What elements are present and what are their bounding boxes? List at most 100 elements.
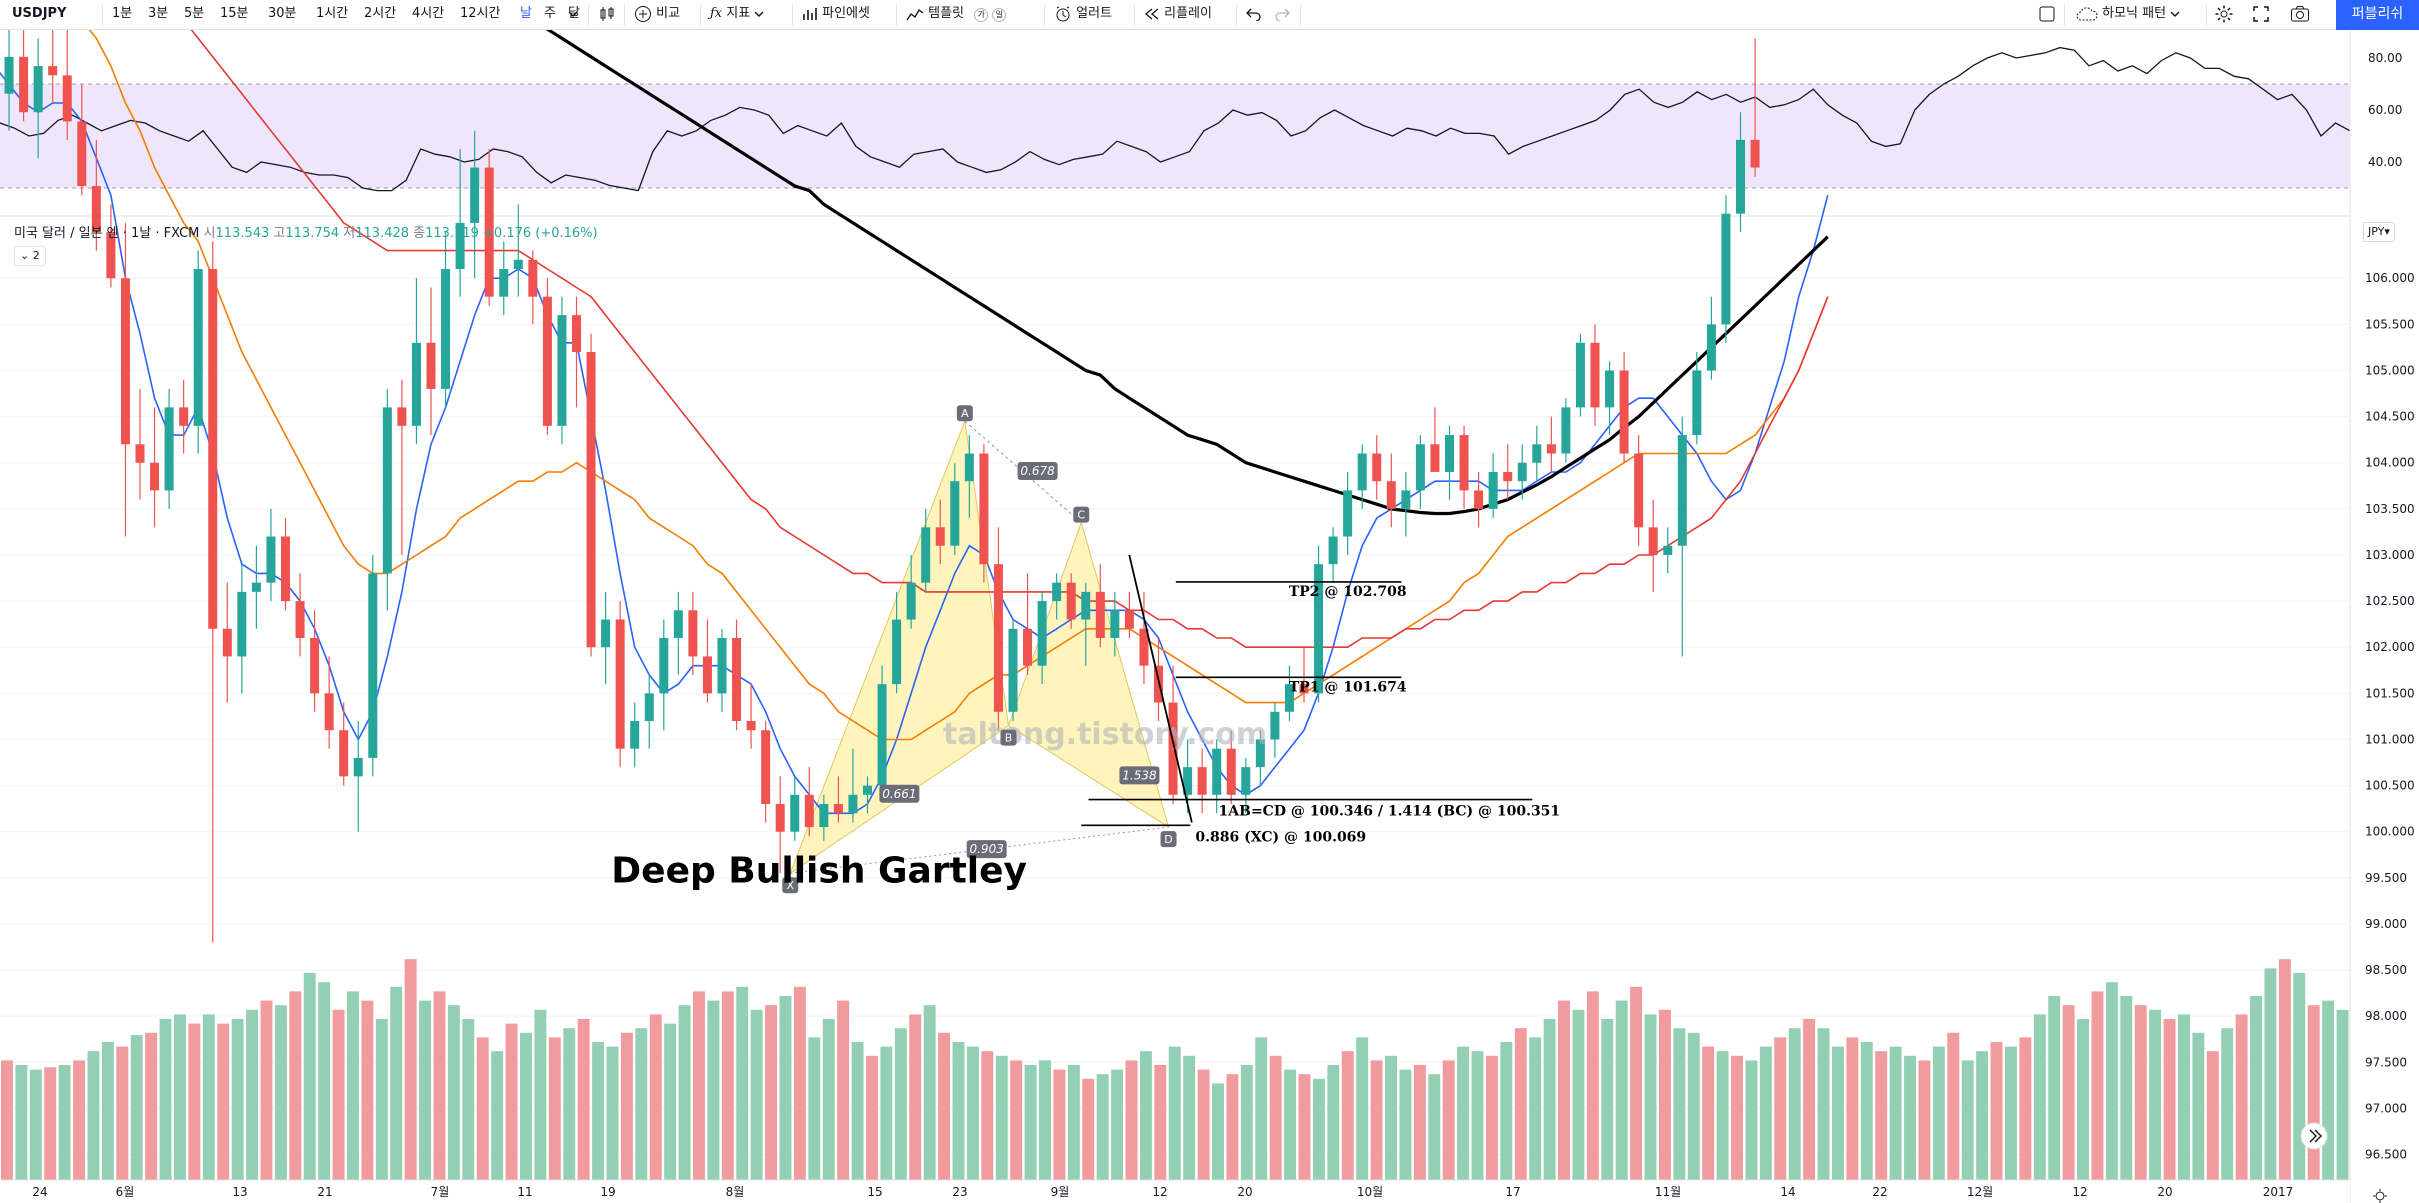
candle[interactable] bbox=[1619, 352, 1629, 463]
interval-tab[interactable]: 12시간 bbox=[460, 6, 501, 21]
candle[interactable] bbox=[993, 527, 1003, 731]
candle[interactable] bbox=[1023, 573, 1033, 675]
candle[interactable] bbox=[906, 554, 916, 629]
currency-selector[interactable]: JPY▾ bbox=[2363, 222, 2395, 242]
axis-settings-gear-icon[interactable] bbox=[2373, 1189, 2387, 1203]
candle[interactable] bbox=[77, 84, 87, 196]
candle[interactable] bbox=[1663, 527, 1673, 574]
candle[interactable] bbox=[1124, 591, 1134, 638]
candle[interactable] bbox=[833, 776, 843, 823]
interval-tab[interactable]: 달 bbox=[568, 6, 580, 21]
candle[interactable] bbox=[48, 30, 58, 103]
candle[interactable] bbox=[411, 278, 421, 445]
candle[interactable] bbox=[33, 38, 43, 159]
candle[interactable] bbox=[1110, 591, 1120, 657]
candle[interactable] bbox=[1314, 545, 1324, 703]
rsi-axis[interactable]: 80.00 60.00 40.00 bbox=[2368, 51, 2402, 169]
price-axis[interactable]: 106.000 105.500 105.000 104.500 104.000 103.5… bbox=[2365, 271, 2415, 1161]
candle[interactable] bbox=[1677, 416, 1687, 657]
candle[interactable] bbox=[295, 573, 305, 657]
candle[interactable] bbox=[1284, 665, 1294, 722]
interval-tab[interactable]: 4시간 bbox=[412, 6, 445, 21]
candle[interactable] bbox=[62, 30, 72, 140]
candle[interactable] bbox=[979, 444, 989, 583]
candle[interactable] bbox=[106, 204, 116, 288]
candle[interactable] bbox=[1270, 702, 1280, 758]
candle[interactable] bbox=[91, 139, 101, 251]
settings-button[interactable] bbox=[2214, 0, 2234, 30]
candle[interactable] bbox=[222, 582, 232, 703]
candle[interactable] bbox=[1343, 471, 1353, 555]
candle[interactable] bbox=[1634, 435, 1644, 546]
candle[interactable] bbox=[1095, 564, 1105, 648]
candle[interactable] bbox=[1168, 665, 1178, 805]
candle[interactable] bbox=[688, 591, 698, 675]
candle[interactable] bbox=[179, 379, 189, 454]
candle[interactable] bbox=[732, 619, 742, 731]
candle[interactable] bbox=[470, 130, 480, 279]
candle[interactable] bbox=[1706, 296, 1716, 380]
candle[interactable] bbox=[339, 702, 349, 786]
candle[interactable] bbox=[1532, 425, 1542, 482]
candle[interactable] bbox=[528, 250, 538, 325]
time-axis[interactable]: 24 6월 13 21 7월 11 19 8월 15 23 9월 12 20 10월 17 11월 14 22 12… bbox=[32, 1185, 2293, 1199]
candle[interactable] bbox=[1575, 333, 1585, 417]
candle[interactable] bbox=[1488, 453, 1498, 519]
layout-button[interactable] bbox=[2038, 0, 2056, 30]
candle[interactable] bbox=[848, 748, 858, 823]
interval-tab[interactable]: 30분 bbox=[268, 6, 297, 21]
pattern-point-badge[interactable]: A bbox=[956, 405, 973, 422]
candle[interactable] bbox=[135, 388, 145, 500]
pattern-point-badge[interactable]: X bbox=[782, 877, 799, 894]
candle[interactable] bbox=[1197, 748, 1207, 814]
candle[interactable] bbox=[950, 462, 960, 555]
candle[interactable] bbox=[644, 674, 654, 749]
candle[interactable] bbox=[120, 222, 130, 537]
candle[interactable] bbox=[208, 241, 218, 943]
candle[interactable] bbox=[237, 564, 247, 694]
candle[interactable] bbox=[150, 407, 160, 528]
compare-button[interactable]: 비교 bbox=[634, 0, 680, 30]
candle[interactable] bbox=[484, 149, 494, 306]
pattern-point-badge[interactable]: B bbox=[1000, 729, 1017, 746]
candle[interactable] bbox=[717, 628, 727, 712]
candle[interactable] bbox=[19, 30, 29, 122]
candlesticks[interactable] bbox=[0, 30, 1760, 943]
candle[interactable] bbox=[1561, 398, 1571, 463]
candle[interactable] bbox=[921, 508, 931, 592]
candle[interactable] bbox=[586, 333, 596, 657]
candle[interactable] bbox=[1605, 361, 1615, 436]
alert-button[interactable]: 얼러트 bbox=[1054, 0, 1112, 30]
candle[interactable] bbox=[542, 278, 552, 436]
harmonic-pattern-button[interactable]: 하모닉 패턴 bbox=[2076, 0, 2180, 30]
candle[interactable] bbox=[513, 204, 523, 297]
candle[interactable] bbox=[1255, 730, 1265, 786]
candle[interactable] bbox=[863, 776, 872, 814]
candle[interactable] bbox=[557, 296, 567, 445]
interval-tab[interactable]: 날 bbox=[520, 6, 532, 21]
fullscreen-button[interactable] bbox=[2252, 0, 2270, 30]
candle[interactable] bbox=[761, 721, 771, 823]
candle[interactable] bbox=[441, 232, 451, 408]
candle[interactable] bbox=[193, 250, 203, 454]
candle[interactable] bbox=[1736, 112, 1745, 233]
candle[interactable] bbox=[877, 665, 887, 795]
candle[interactable] bbox=[1066, 573, 1076, 629]
candle[interactable] bbox=[1750, 38, 1760, 177]
snapshot-button[interactable] bbox=[2290, 0, 2310, 30]
candle[interactable] bbox=[935, 499, 945, 565]
candle[interactable] bbox=[1008, 619, 1018, 722]
publish-button[interactable]: 퍼블리쉬 bbox=[2336, 0, 2419, 30]
redo-button[interactable] bbox=[1274, 0, 1290, 30]
candle[interactable] bbox=[4, 30, 14, 131]
candle[interactable] bbox=[324, 656, 334, 749]
pattern-annotations[interactable]: taltong.tistory.com TP2 @ 102.708 TP1 @ 10… bbox=[611, 405, 1560, 894]
candle[interactable] bbox=[455, 149, 465, 297]
interval-tab[interactable]: 주 bbox=[544, 6, 556, 21]
candle[interactable] bbox=[892, 591, 902, 694]
candle[interactable] bbox=[746, 684, 756, 749]
candle[interactable] bbox=[164, 388, 174, 509]
candle[interactable] bbox=[1037, 591, 1047, 685]
candle[interactable] bbox=[1459, 425, 1469, 509]
candle[interactable] bbox=[1226, 730, 1236, 805]
